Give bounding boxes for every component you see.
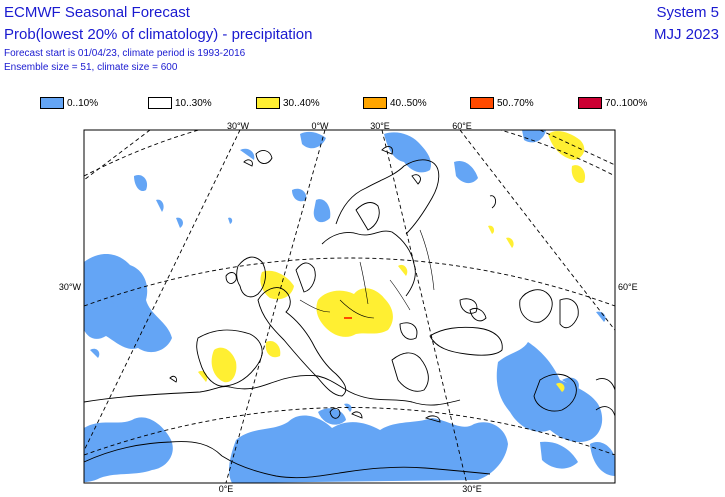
legend-item-0-10: 0..10% [40, 96, 98, 110]
legend-swatch [40, 97, 64, 109]
legend: 0..10% 10..30% 30..40% 40..50% 50..70% 7… [0, 96, 725, 112]
legend-item-30-40: 30..40% [256, 96, 320, 110]
legend-label: 40..50% [390, 97, 427, 109]
legend-label: 0..10% [67, 97, 99, 109]
graticule [84, 130, 615, 483]
chart-title: ECMWF Seasonal Forecast [4, 4, 190, 21]
legend-swatch [470, 97, 494, 109]
coastlines [84, 146, 615, 479]
forecast-info: Forecast start is 01/04/23, climate peri… [4, 48, 246, 59]
legend-item-70-100: 70..100% [578, 96, 647, 110]
graticule-labels: 30°W 0°W 30°E 60°E 0°E 30°E 30°W 60°E [59, 121, 638, 494]
legend-item-10-30: 10..30% [148, 96, 212, 110]
legend-swatch [363, 97, 387, 109]
blue-anomaly-areas [84, 130, 615, 483]
ensemble-info: Ensemble size = 51, climate size = 600 [4, 62, 178, 73]
legend-swatch [148, 97, 172, 109]
top-label-60e: 60°E [452, 121, 472, 131]
legend-swatch [578, 97, 602, 109]
yellow-anomaly-areas [198, 131, 586, 392]
legend-label: 50..70% [497, 97, 534, 109]
top-label-0w: 0°W [311, 121, 329, 131]
borders [299, 229, 435, 319]
legend-label: 30..40% [283, 97, 320, 109]
system-label: System 5 [656, 4, 719, 21]
top-label-30e: 30°E [370, 121, 390, 131]
chart-subtitle: Prob(lowest 20% of climatology) - precip… [4, 26, 313, 43]
period-label: MJJ 2023 [653, 26, 719, 43]
legend-label: 10..30% [175, 97, 212, 109]
legend-item-50-70: 50..70% [470, 96, 534, 110]
legend-label: 70..100% [605, 97, 648, 109]
bottom-label-0e: 0°E [219, 484, 234, 494]
map-frame [83, 129, 616, 484]
left-label-30w: 30°W [59, 282, 82, 292]
legend-item-40-50: 40..50% [363, 96, 427, 110]
legend-swatch [256, 97, 280, 109]
right-label-60e: 60°E [618, 282, 638, 292]
bottom-label-30e: 30°E [462, 484, 482, 494]
top-label-30w: 30°W [227, 121, 250, 131]
